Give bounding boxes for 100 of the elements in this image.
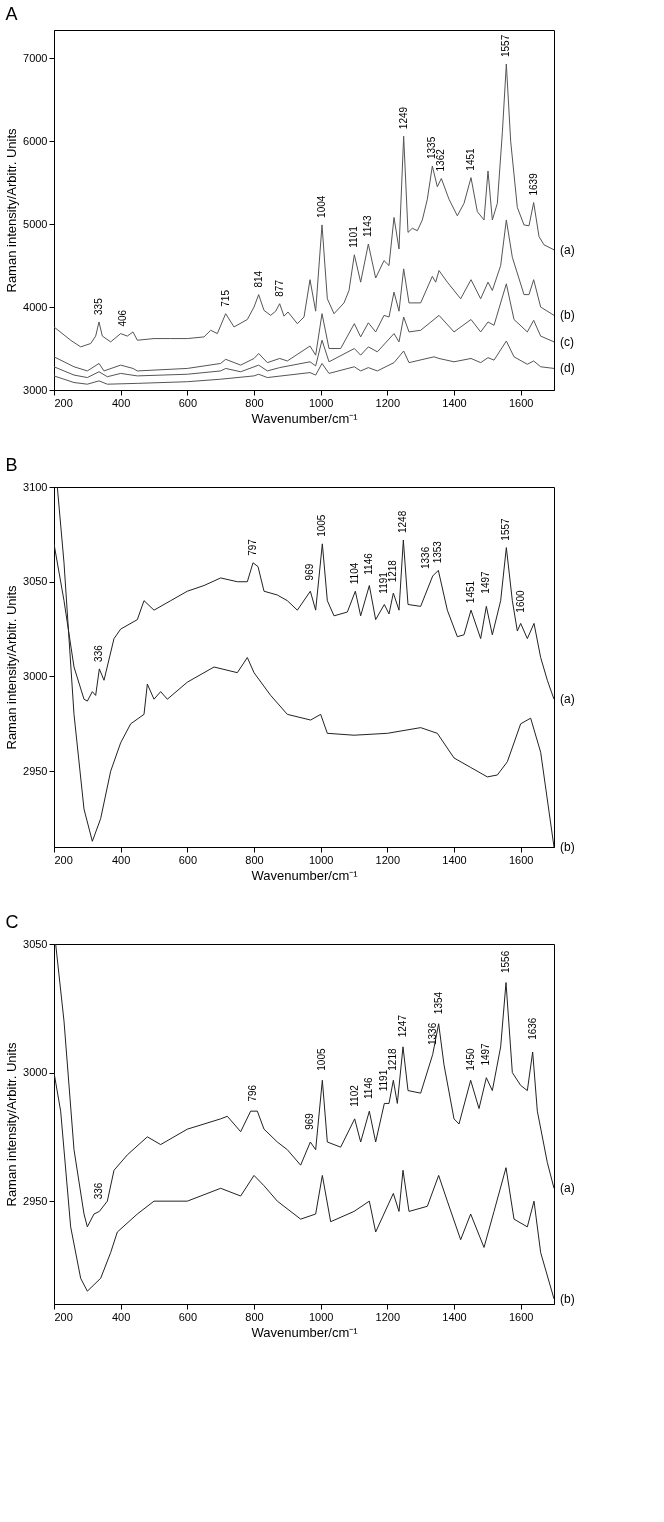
- x-tick-label: 200: [54, 1310, 73, 1323]
- annotation: 335: [93, 297, 104, 315]
- annotation: 1362: [435, 148, 447, 172]
- annotation: 877: [273, 279, 285, 297]
- annotation: 1336: [419, 546, 431, 570]
- x-tick-label: 1600: [508, 396, 534, 409]
- annotation: 1005: [316, 1048, 328, 1071]
- annotation: 715: [219, 289, 231, 307]
- annotation: 1557: [500, 34, 512, 58]
- y-tick-label: 2950: [23, 764, 48, 777]
- annotation: 1451: [465, 147, 476, 171]
- y-tick-label: 6000: [23, 134, 48, 147]
- annotation: 1143: [362, 215, 374, 238]
- x-tick-label: 1000: [308, 396, 334, 409]
- series-label: (c): [560, 334, 574, 349]
- annotation: 814: [252, 270, 264, 288]
- annotation: 1004: [316, 195, 327, 218]
- annotation: 1248: [397, 510, 409, 534]
- x-tick-label: 1000: [308, 1310, 334, 1323]
- x-tick-label: 200: [54, 853, 73, 866]
- annotation: 1146: [363, 552, 375, 575]
- chart-title: B: [5, 455, 18, 475]
- line-series: [54, 340, 554, 385]
- annotation: 1005: [316, 514, 328, 537]
- chart-title: C: [5, 912, 19, 932]
- annotation: 1556: [500, 950, 511, 973]
- x-tick-label: 200: [54, 396, 73, 409]
- annotation: 1451: [465, 580, 476, 604]
- line-series: [54, 63, 554, 348]
- annotation: 1102: [348, 1084, 360, 1107]
- annotation: 796: [246, 1084, 258, 1102]
- x-tick-label: 1400: [442, 853, 467, 866]
- x-tick-label: 800: [245, 396, 264, 409]
- y-tick-label: 3000: [23, 1066, 48, 1079]
- annotation: 1336: [426, 1022, 438, 1045]
- annotation: 1191: [378, 571, 390, 594]
- annotation: 797: [247, 538, 258, 556]
- x-axis-title: Wavenumber/cm⁻¹: [251, 867, 359, 883]
- series-label: (b): [560, 840, 575, 854]
- x-tick-label: 600: [178, 853, 198, 866]
- annotation: 1218: [387, 1048, 399, 1071]
- x-tick-label: 1600: [508, 1310, 534, 1323]
- chart-title: A: [5, 4, 18, 24]
- series-label: (b): [560, 1291, 575, 1306]
- x-tick-label: 400: [111, 853, 131, 866]
- annotation: 969: [304, 1112, 316, 1130]
- x-tick-label: 1200: [375, 396, 401, 409]
- series-label: (a): [560, 242, 575, 257]
- annotation: 1557: [500, 517, 512, 541]
- annotation: 406: [116, 309, 128, 327]
- annotation: 1636: [526, 1017, 538, 1040]
- x-axis-title: Wavenumber/cm⁻¹: [251, 410, 359, 426]
- annotation: 1249: [397, 106, 409, 130]
- series-label: (a): [560, 692, 575, 707]
- x-tick-label: 1400: [442, 1310, 467, 1323]
- x-tick-label: 800: [245, 853, 264, 866]
- annotation: 1335: [426, 136, 438, 160]
- annotation: 1101: [348, 225, 360, 248]
- y-tick-label: 3050: [23, 575, 48, 588]
- y-tick-label: 3000: [23, 383, 48, 396]
- x-tick-label: 1400: [442, 396, 467, 409]
- x-axis-title: Wavenumber/cm⁻¹: [251, 1324, 359, 1340]
- x-tick-label: 1200: [375, 853, 401, 866]
- series-label: (b): [560, 308, 575, 323]
- y-axis-title: Raman intensity/Arbitr. Units: [4, 128, 20, 293]
- annotation: 1146: [363, 1077, 375, 1099]
- x-tick-label: 400: [111, 1310, 131, 1323]
- x-tick-label: 400: [111, 396, 131, 409]
- y-tick-label: 3000: [23, 669, 48, 682]
- annotation: 1353: [432, 540, 444, 564]
- x-tick-label: 1600: [508, 853, 534, 866]
- line-series: [55, 944, 554, 1228]
- annotation: 1218: [387, 559, 399, 583]
- series-label: (d): [560, 361, 575, 376]
- x-tick-label: 1000: [308, 853, 334, 866]
- y-tick-label: 2950: [23, 1194, 48, 1207]
- y-axis-title: Raman intensity/Arbitr. Units: [4, 585, 20, 750]
- annotation: 1354: [432, 991, 444, 1015]
- annotation: 1191: [378, 1069, 390, 1092]
- x-tick-label: 800: [245, 1310, 264, 1323]
- annotation: 1247: [397, 1014, 408, 1038]
- x-tick-label: 600: [178, 1310, 198, 1323]
- line-series: [54, 1072, 554, 1300]
- x-tick-label: 600: [178, 396, 198, 409]
- annotation: 1639: [527, 172, 539, 196]
- annotation: 336: [93, 1182, 105, 1200]
- annotation: 1497: [480, 571, 492, 594]
- annotation: 1450: [464, 1048, 476, 1071]
- y-tick-label: 3050: [23, 937, 48, 950]
- annotation: 1104: [349, 562, 361, 585]
- y-tick-label: 7000: [23, 51, 48, 64]
- annotation: 1600: [514, 589, 526, 613]
- annotation: 336: [93, 644, 105, 662]
- annotation: 969: [304, 563, 316, 581]
- annotation: 1497: [480, 1042, 492, 1066]
- y-tick-label: 4000: [23, 300, 48, 313]
- y-axis-title: Raman intensity/Arbitr. Units: [4, 1042, 20, 1207]
- y-tick-label: 3100: [23, 480, 48, 493]
- series-label: (a): [560, 1181, 575, 1196]
- y-tick-label: 5000: [23, 217, 48, 230]
